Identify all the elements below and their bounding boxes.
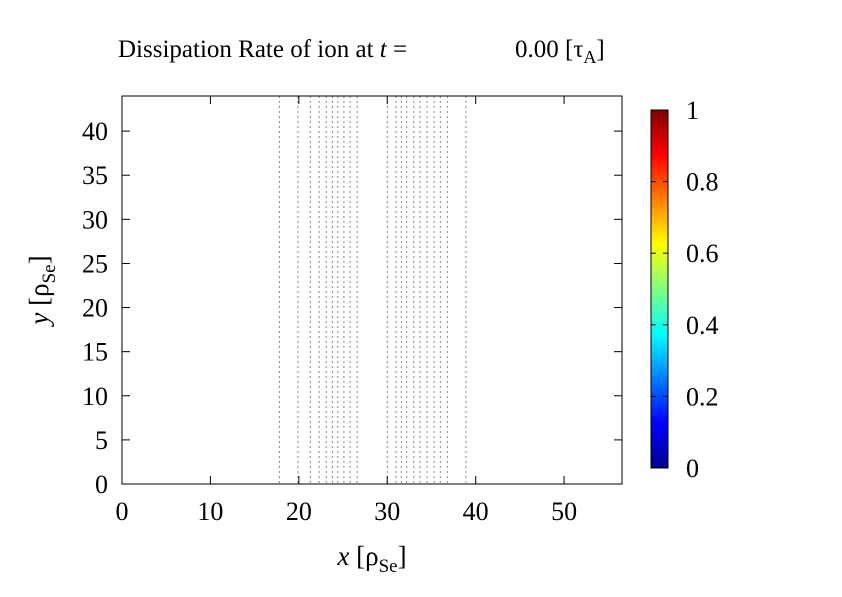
x-tick-label: 40 [463,497,489,526]
chart-title: Dissipation Rate of ion at t = [118,36,407,63]
x-tick-label: 30 [374,497,400,526]
y-tick-label: 15 [82,338,108,367]
colorbar [650,109,669,469]
colorbar-ticks: 0 0.2 0.4 0.6 0.8 1 [651,96,719,483]
colorbar-tick-label: 0.8 [686,168,719,197]
y-tick-label: 20 [82,294,108,323]
colorbar-tick-label: 0.4 [686,311,719,340]
y-tick-label: 10 [82,382,108,411]
x-tick-label: 20 [286,497,312,526]
y-tick-label: 0 [95,470,108,499]
chart-title-time: 0.00 [τA] [515,36,605,67]
y-tick-label: 5 [95,426,108,455]
x-tick-label: 0 [116,497,129,526]
colorbar-tick-label: 1 [686,96,699,125]
colorbar-tick-label: 0 [686,454,699,483]
plot-frame [121,95,623,485]
y-tick-label: 30 [82,205,108,234]
x-tick-label: 10 [197,497,223,526]
y-axis: 0 5 10 15 20 25 30 35 40 [82,117,622,499]
y-tick-label: 25 [82,249,108,278]
x-axis-label: x [ρSe] [336,541,406,577]
colorbar-tick-label: 0.6 [686,239,719,268]
y-tick-label: 35 [82,161,108,190]
colorbar-tick-label: 0.2 [686,382,719,411]
y-axis-label: y [ρSe] [24,255,60,327]
x-axis: 0 10 20 30 40 50 [116,96,577,526]
x-tick-label: 50 [551,497,577,526]
y-tick-label: 40 [82,117,108,146]
contour-lines [278,96,467,484]
